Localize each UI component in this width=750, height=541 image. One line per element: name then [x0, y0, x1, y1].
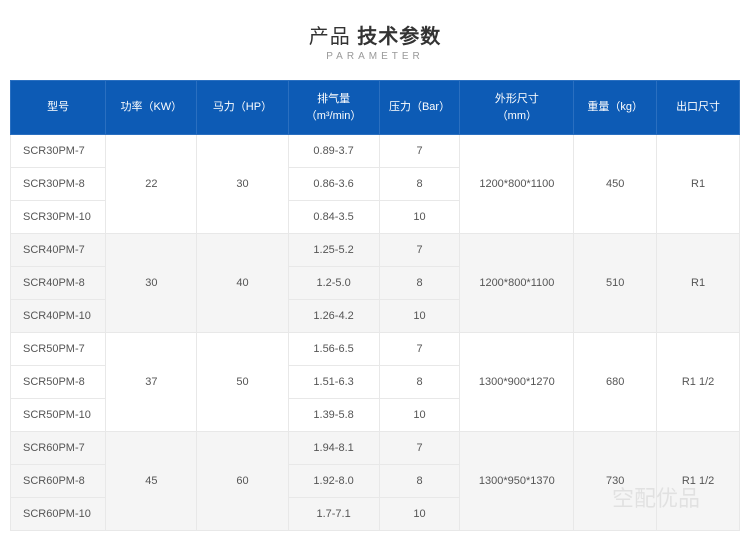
- th-power: 功率（KW）: [106, 81, 197, 135]
- cell-pressure: 8: [379, 366, 460, 399]
- cell-airflow: 0.86-3.6: [288, 168, 379, 201]
- cell-airflow: 1.7-7.1: [288, 498, 379, 531]
- cell-model: SCR30PM-8: [11, 168, 106, 201]
- cell-weight: 450: [574, 135, 657, 234]
- cell-size: 1300*900*1270: [460, 333, 574, 432]
- cell-outlet: R1 1/2: [657, 432, 740, 531]
- cell-outlet: R1: [657, 135, 740, 234]
- cell-pressure: 7: [379, 135, 460, 168]
- th-weight: 重量（kg）: [574, 81, 657, 135]
- cell-model: SCR50PM-8: [11, 366, 106, 399]
- cell-size: 1200*800*1100: [460, 135, 574, 234]
- cell-power: 45: [106, 432, 197, 531]
- cell-model: SCR60PM-7: [11, 432, 106, 465]
- cell-weight: 510: [574, 234, 657, 333]
- cell-pressure: 7: [379, 333, 460, 366]
- cell-airflow: 1.92-8.0: [288, 465, 379, 498]
- cell-outlet: R1: [657, 234, 740, 333]
- cell-pressure: 8: [379, 267, 460, 300]
- th-hp: 马力（HP）: [197, 81, 288, 135]
- cell-airflow: 1.2-5.0: [288, 267, 379, 300]
- table-row: SCR40PM-730401.25-5.271200*800*1100510R1: [11, 234, 740, 267]
- cell-size: 1300*950*1370: [460, 432, 574, 531]
- cell-airflow: 1.26-4.2: [288, 300, 379, 333]
- cell-hp: 40: [197, 234, 288, 333]
- cell-outlet: R1 1/2: [657, 333, 740, 432]
- cell-pressure: 7: [379, 432, 460, 465]
- cell-power: 22: [106, 135, 197, 234]
- cell-airflow: 1.39-5.8: [288, 399, 379, 432]
- cell-airflow: 1.56-6.5: [288, 333, 379, 366]
- cell-power: 37: [106, 333, 197, 432]
- cell-weight: 680: [574, 333, 657, 432]
- cell-pressure: 7: [379, 234, 460, 267]
- cell-size: 1200*800*1100: [460, 234, 574, 333]
- th-size: 外形尺寸（mm）: [460, 81, 574, 135]
- cell-pressure: 10: [379, 399, 460, 432]
- cell-weight: 730: [574, 432, 657, 531]
- cell-hp: 30: [197, 135, 288, 234]
- cell-airflow: 1.25-5.2: [288, 234, 379, 267]
- cell-pressure: 8: [379, 465, 460, 498]
- page-subtitle: PARAMETER: [10, 51, 740, 62]
- title-bold: 技术参数: [357, 26, 441, 48]
- cell-airflow: 0.84-3.5: [288, 201, 379, 234]
- cell-hp: 60: [197, 432, 288, 531]
- cell-airflow: 1.94-8.1: [288, 432, 379, 465]
- cell-hp: 50: [197, 333, 288, 432]
- cell-model: SCR60PM-10: [11, 498, 106, 531]
- cell-model: SCR40PM-7: [11, 234, 106, 267]
- cell-pressure: 10: [379, 498, 460, 531]
- title-prefix: 产品: [309, 26, 358, 48]
- cell-model: SCR30PM-7: [11, 135, 106, 168]
- cell-model: SCR50PM-7: [11, 333, 106, 366]
- table-row: SCR60PM-745601.94-8.171300*950*1370730R1…: [11, 432, 740, 465]
- th-pressure: 压力（Bar）: [379, 81, 460, 135]
- cell-model: SCR40PM-8: [11, 267, 106, 300]
- cell-airflow: 0.89-3.7: [288, 135, 379, 168]
- cell-pressure: 8: [379, 168, 460, 201]
- cell-model: SCR30PM-10: [11, 201, 106, 234]
- table-row: SCR30PM-722300.89-3.771200*800*1100450R1: [11, 135, 740, 168]
- cell-pressure: 10: [379, 201, 460, 234]
- page-title: 产品 技术参数: [10, 20, 740, 49]
- th-airflow: 排气量（m³/min）: [288, 81, 379, 135]
- th-model: 型号: [11, 81, 106, 135]
- cell-model: SCR40PM-10: [11, 300, 106, 333]
- cell-model: SCR60PM-8: [11, 465, 106, 498]
- table-row: SCR50PM-737501.56-6.571300*900*1270680R1…: [11, 333, 740, 366]
- cell-model: SCR50PM-10: [11, 399, 106, 432]
- cell-airflow: 1.51-6.3: [288, 366, 379, 399]
- th-outlet: 出口尺寸: [657, 81, 740, 135]
- table-header-row: 型号 功率（KW） 马力（HP） 排气量（m³/min） 压力（Bar） 外形尺…: [11, 81, 740, 135]
- cell-power: 30: [106, 234, 197, 333]
- title-block: 产品 技术参数 PARAMETER: [10, 20, 740, 62]
- parameter-table: 型号 功率（KW） 马力（HP） 排气量（m³/min） 压力（Bar） 外形尺…: [10, 80, 740, 531]
- cell-pressure: 10: [379, 300, 460, 333]
